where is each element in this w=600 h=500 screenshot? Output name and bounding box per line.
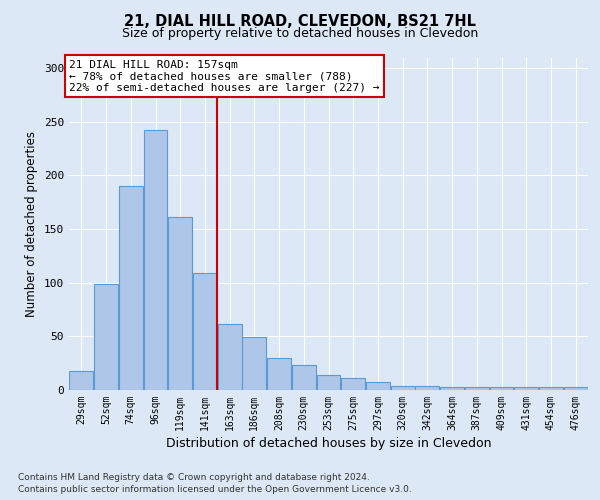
X-axis label: Distribution of detached houses by size in Clevedon: Distribution of detached houses by size …: [166, 437, 491, 450]
Bar: [168, 218, 192, 390]
Text: Contains public sector information licensed under the Open Government Licence v3: Contains public sector information licen…: [18, 485, 412, 494]
Bar: [317, 375, 340, 390]
Bar: [242, 338, 266, 390]
Bar: [341, 378, 365, 390]
Bar: [193, 273, 217, 390]
Bar: [267, 358, 291, 390]
Bar: [490, 387, 514, 390]
Bar: [539, 387, 563, 390]
Bar: [119, 186, 143, 390]
Y-axis label: Number of detached properties: Number of detached properties: [25, 130, 38, 317]
Bar: [94, 284, 118, 390]
Text: Size of property relative to detached houses in Clevedon: Size of property relative to detached ho…: [122, 28, 478, 40]
Bar: [563, 387, 587, 390]
Bar: [391, 386, 415, 390]
Text: 21, DIAL HILL ROAD, CLEVEDON, BS21 7HL: 21, DIAL HILL ROAD, CLEVEDON, BS21 7HL: [124, 14, 476, 29]
Text: 21 DIAL HILL ROAD: 157sqm
← 78% of detached houses are smaller (788)
22% of semi: 21 DIAL HILL ROAD: 157sqm ← 78% of detac…: [70, 60, 380, 93]
Bar: [292, 366, 316, 390]
Bar: [143, 130, 167, 390]
Bar: [366, 382, 390, 390]
Text: Contains HM Land Registry data © Crown copyright and database right 2024.: Contains HM Land Registry data © Crown c…: [18, 472, 370, 482]
Bar: [514, 387, 538, 390]
Bar: [465, 387, 489, 390]
Bar: [440, 387, 464, 390]
Bar: [70, 370, 94, 390]
Bar: [415, 386, 439, 390]
Bar: [218, 324, 242, 390]
